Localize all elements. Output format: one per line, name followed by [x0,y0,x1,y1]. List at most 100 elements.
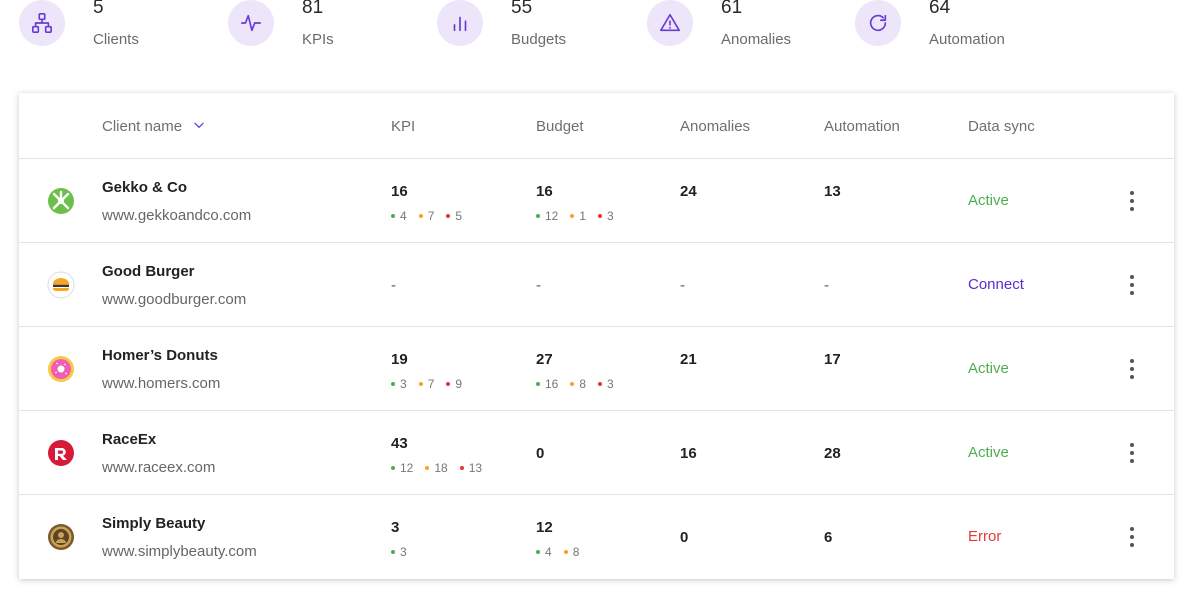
budget-total: 16 [536,183,553,200]
anomalies-value: 0 [680,529,689,546]
stat-value: 64 [929,0,951,18]
table-row[interactable]: RaceEx www.raceex.com 43 12 18 13 0 16 2… [19,411,1174,495]
more-options-icon[interactable] [1122,268,1142,302]
budget-green: 12 [545,209,559,223]
kpi-orange: 7 [427,209,435,223]
pulse-icon [228,0,274,46]
budget-total: 0 [536,445,545,462]
budget-red: 3 [607,377,614,391]
stat-value: 55 [511,0,533,18]
budget-breakdown: 12 1 3 [536,209,614,223]
stats-bar: 5 Clients 81 KPIs 55 Budgets 61 Anomalie… [0,0,1193,60]
kpi-red: 9 [455,377,463,391]
table-row[interactable]: Gekko & Co www.gekkoandco.com 16 4 7 5 1… [19,159,1174,243]
warning-icon [647,0,693,46]
header-automation[interactable]: Automation [824,118,900,135]
header-anomalies[interactable]: Anomalies [680,118,751,135]
table-row[interactable]: Good Burger www.goodburger.com - - - - C… [19,243,1174,327]
kpi-breakdown: 3 7 9 [391,377,462,391]
anomalies-value: 16 [680,445,697,462]
automation-value: 28 [824,445,841,462]
donut-logo-icon [47,355,75,383]
kpi-red: 5 [455,209,463,223]
budget-red: 3 [607,209,614,223]
more-options-icon[interactable] [1122,520,1142,554]
refresh-icon [855,0,901,46]
chevron-down-icon[interactable] [192,118,206,136]
stat-value: 81 [302,0,324,18]
kpi-breakdown: 12 18 13 [391,461,482,475]
connect-link[interactable]: Connect [968,276,1024,293]
client-name[interactable]: Gekko & Co [102,179,188,196]
data-sync-status[interactable]: Error [968,528,1002,545]
stat-value: 5 [93,0,104,18]
budget-orange: 8 [572,545,580,559]
kpi-green: 3 [400,377,407,391]
kpi-total: 3 [391,519,400,536]
header-kpi[interactable]: KPI [391,118,416,135]
kpi-breakdown: 3 [391,545,407,559]
header-label: Client name [102,118,183,135]
table-row[interactable]: Homer’s Donuts www.homers.com 19 3 7 9 2… [19,327,1174,411]
stat-label: KPIs [302,31,334,48]
clients-table: Client name KPI Budget Anomalies Automat… [19,93,1174,579]
anomalies-value: 21 [680,351,697,368]
kpi-red: 13 [468,461,483,475]
bar-chart-icon [437,0,483,46]
budget-total: 27 [536,351,553,368]
budget-total: 12 [536,519,553,536]
more-options-icon[interactable] [1122,436,1142,470]
kpi-orange: 7 [427,377,435,391]
automation-value: 17 [824,351,841,368]
client-url: www.goodburger.com [102,291,247,308]
kpi-orange: 18 [434,461,448,475]
more-options-icon[interactable] [1122,352,1142,386]
budget-breakdown: 4 8 [536,545,579,559]
stat-label: Budgets [511,31,567,48]
client-url: www.homers.com [102,375,221,392]
stat-value: 61 [721,0,743,18]
automation-value: 13 [824,183,841,200]
anomalies-value: - [680,277,685,294]
gekko-logo-icon [47,187,75,215]
table-row[interactable]: Simply Beauty www.simplybeauty.com 3 3 1… [19,495,1174,579]
client-name[interactable]: Simply Beauty [102,515,206,532]
kpi-breakdown: 4 7 5 [391,209,462,223]
data-sync-status[interactable]: Active [968,444,1009,461]
budget-green: 4 [545,545,552,559]
stat-label: Clients [93,31,139,48]
client-url: www.simplybeauty.com [102,543,257,560]
anomalies-value: 24 [680,183,697,200]
automation-value: - [824,277,829,294]
kpi-total: 43 [391,435,408,452]
client-name[interactable]: Homer’s Donuts [102,347,218,364]
burger-logo-icon [47,271,75,299]
kpi-green: 4 [400,209,407,223]
sitemap-icon [19,0,65,46]
client-name[interactable]: RaceEx [102,431,157,448]
budget-total: - [536,277,541,294]
header-data-sync[interactable]: Data sync [968,118,1035,135]
data-sync-status[interactable]: Active [968,360,1009,377]
automation-value: 6 [824,529,833,546]
header-budget[interactable]: Budget [536,118,584,135]
table-header: Client name KPI Budget Anomalies Automat… [19,93,1174,159]
stat-label: Automation [929,31,1005,48]
kpi-total: - [391,277,396,294]
stat-label: Anomalies [721,31,792,48]
budget-orange: 8 [579,377,587,391]
data-sync-status[interactable]: Active [968,192,1009,209]
kpi-total: 19 [391,351,408,368]
kpi-total: 16 [391,183,408,200]
raceex-logo-icon [47,439,75,467]
kpi-green: 12 [400,461,414,475]
client-url: www.gekkoandco.com [102,207,252,224]
header-client-name[interactable]: Client name [102,118,206,136]
budget-orange: 1 [579,209,587,223]
kpi-green: 3 [400,545,407,559]
more-options-icon[interactable] [1122,184,1142,218]
beauty-logo-icon [47,523,75,551]
budget-breakdown: 16 8 3 [536,377,614,391]
client-url: www.raceex.com [102,459,216,476]
client-name[interactable]: Good Burger [102,263,195,280]
